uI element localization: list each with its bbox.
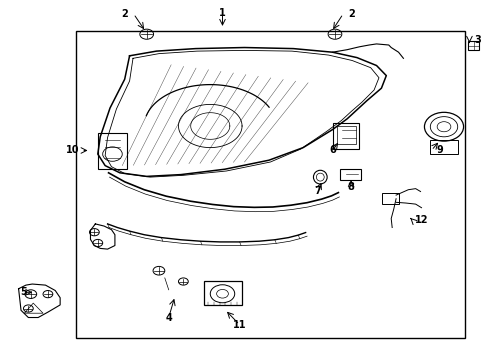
Text: 9: 9 <box>436 145 443 156</box>
Text: 5: 5 <box>20 287 27 297</box>
Bar <box>76 31 464 338</box>
Bar <box>98 133 127 169</box>
Text: 3: 3 <box>474 35 481 45</box>
Bar <box>203 281 242 305</box>
Text: 7: 7 <box>314 186 321 196</box>
Bar <box>429 140 457 154</box>
Bar <box>467 41 478 50</box>
Bar <box>382 193 398 204</box>
Text: 2: 2 <box>121 9 128 19</box>
Bar <box>332 123 359 149</box>
Text: 4: 4 <box>165 312 172 323</box>
Text: 8: 8 <box>347 182 354 192</box>
Bar <box>337 126 355 144</box>
Text: 6: 6 <box>328 145 335 156</box>
Text: 10: 10 <box>65 145 79 156</box>
Text: 1: 1 <box>219 8 225 18</box>
Text: 12: 12 <box>414 215 427 225</box>
Bar <box>340 169 360 180</box>
Text: 11: 11 <box>232 320 246 330</box>
Text: 2: 2 <box>348 9 355 19</box>
